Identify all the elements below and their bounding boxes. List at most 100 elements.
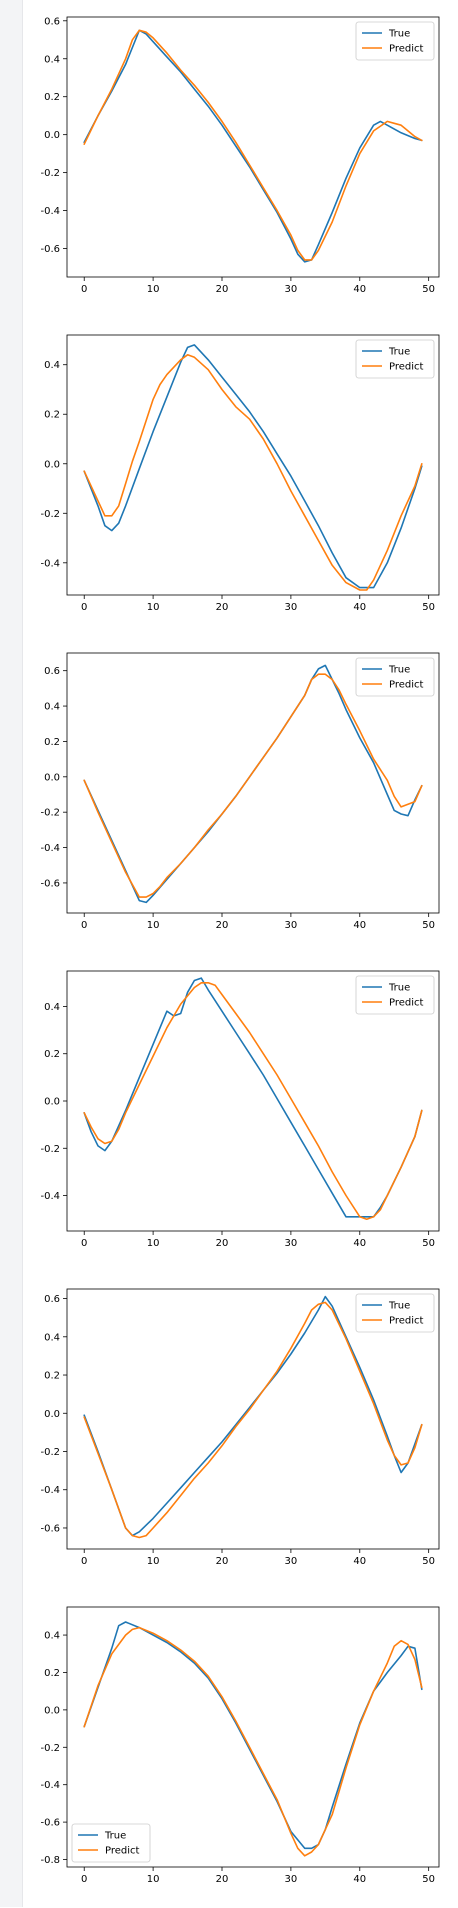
series-line-true	[83, 29, 423, 263]
left-gutter	[0, 0, 23, 1907]
y-tick-label: 0.0	[44, 772, 60, 783]
plot-frame	[66, 334, 440, 596]
x-tick-label: 50	[422, 1556, 435, 1567]
x-tick-label: 40	[353, 1556, 366, 1567]
x-tick-label: 20	[216, 1556, 229, 1567]
series-line-predict	[83, 673, 423, 898]
y-tick-label: -0.2	[40, 808, 60, 819]
y-tick-label: -0.6	[40, 244, 60, 255]
y-tick-label: -0.6	[40, 1818, 60, 1829]
series-line-true	[83, 1621, 423, 1850]
legend: True Predict	[71, 1823, 151, 1863]
y-tick-label: -0.2	[40, 168, 60, 179]
legend-label-true: True	[388, 29, 410, 40]
y-tick-label: -0.6	[40, 878, 60, 889]
x-tick-label: 30	[285, 602, 298, 613]
legend-label-true: True	[104, 1831, 126, 1842]
x-tick-label: 40	[353, 1238, 366, 1249]
x-tick-label: 20	[216, 602, 229, 613]
y-tick-label: 0.2	[44, 410, 60, 421]
y-tick-label: 0.2	[44, 1668, 60, 1679]
y-tick-label: -0.2	[40, 1447, 60, 1458]
legend-label-predict: Predict	[389, 680, 424, 691]
x-tick-label: 30	[285, 920, 298, 931]
y-tick-label: 0.0	[44, 1097, 60, 1108]
chart-stack: 0 10 20 30 40 50 -0.6 -0.4 -0.2 0.0 0.2 0.4 0.6 True P…	[22, 0, 458, 1907]
series-line-true	[83, 344, 423, 589]
chart-6: 0 10 20 30 40 50 -0.8 -0.6 -0.4 -0.2 0.0 0.2 0.4 True…	[40, 1606, 440, 1885]
x-tick-label: 0	[81, 1874, 87, 1885]
plot-frame	[66, 652, 440, 914]
y-tick-label: 0.4	[44, 702, 60, 713]
series-line-predict	[83, 29, 423, 261]
y-tick-label: 0.0	[44, 130, 60, 141]
chart-3: 0 10 20 30 40 50 -0.6 -0.4 -0.2 0.0 0.2 0.4 0.6 True P…	[40, 652, 440, 931]
x-tick-label: 30	[285, 1874, 298, 1885]
y-tick-label: -0.4	[40, 206, 60, 217]
legend-label-predict: Predict	[389, 998, 424, 1009]
x-tick-label: 10	[147, 1874, 160, 1885]
x-tick-label: 40	[353, 602, 366, 613]
legend: True Predict	[355, 21, 435, 61]
y-tick-label: 0.4	[44, 360, 60, 371]
x-tick-label: 50	[422, 284, 435, 295]
x-tick-label: 10	[147, 920, 160, 931]
plot-frame	[66, 1288, 440, 1550]
y-tick-label: -0.2	[40, 1743, 60, 1754]
y-tick-label: 0.4	[44, 54, 60, 65]
x-tick-label: 0	[81, 284, 87, 295]
y-tick-label: 0.2	[44, 92, 60, 103]
y-tick-label: 0.2	[44, 737, 60, 748]
legend-label-true: True	[388, 983, 410, 994]
x-tick-label: 50	[422, 920, 435, 931]
y-tick-label: -0.4	[40, 843, 60, 854]
y-tick-label: 0.2	[44, 1371, 60, 1382]
x-tick-label: 0	[81, 920, 87, 931]
x-tick-label: 50	[422, 1238, 435, 1249]
y-tick-label: 0.4	[44, 1002, 60, 1013]
plot-frame	[66, 1606, 440, 1868]
y-tick-label: -0.4	[40, 1485, 60, 1496]
legend-label-predict: Predict	[105, 1846, 140, 1857]
legend-box	[355, 339, 435, 379]
y-tick-label: 0.0	[44, 1409, 60, 1420]
y-tick-label: 0.6	[44, 666, 60, 677]
x-tick-label: 10	[147, 284, 160, 295]
x-tick-label: 40	[353, 1874, 366, 1885]
x-tick-label: 0	[81, 602, 87, 613]
legend: True Predict	[355, 339, 435, 379]
y-tick-label: 0.0	[44, 459, 60, 470]
legend-label-true: True	[388, 665, 410, 676]
chart-1: 0 10 20 30 40 50 -0.6 -0.4 -0.2 0.0 0.2 0.4 0.6 True P…	[40, 16, 440, 295]
y-tick-label: -0.4	[40, 1780, 60, 1791]
x-tick-label: 40	[353, 920, 366, 931]
y-tick-label: -0.6	[40, 1523, 60, 1534]
legend-box	[355, 975, 435, 1015]
legend-box	[355, 21, 435, 61]
x-tick-label: 10	[147, 1238, 160, 1249]
x-tick-label: 20	[216, 1238, 229, 1249]
x-tick-label: 30	[285, 1238, 298, 1249]
series-line-predict	[83, 1301, 423, 1539]
y-tick-label: 0.6	[44, 1294, 60, 1305]
y-tick-label: 0.4	[44, 1332, 60, 1343]
x-tick-label: 0	[81, 1556, 87, 1567]
y-tick-label: 0.2	[44, 1049, 60, 1060]
series-line-true	[83, 1295, 423, 1537]
x-tick-label: 20	[216, 284, 229, 295]
plot-frame	[66, 16, 440, 278]
y-tick-label: 0.6	[44, 16, 60, 27]
x-tick-label: 10	[147, 1556, 160, 1567]
y-tick-label: -0.8	[40, 1855, 60, 1866]
legend-label-true: True	[388, 1301, 410, 1312]
legend-label-predict: Predict	[389, 1316, 424, 1327]
series-line-predict	[83, 1626, 423, 1857]
legend-box	[355, 1293, 435, 1333]
legend-box	[355, 657, 435, 697]
y-tick-label: -0.4	[40, 1191, 60, 1202]
x-tick-label: 30	[285, 1556, 298, 1567]
x-tick-label: 40	[353, 284, 366, 295]
series-line-predict	[83, 981, 423, 1221]
y-tick-label: 0.0	[44, 1705, 60, 1716]
